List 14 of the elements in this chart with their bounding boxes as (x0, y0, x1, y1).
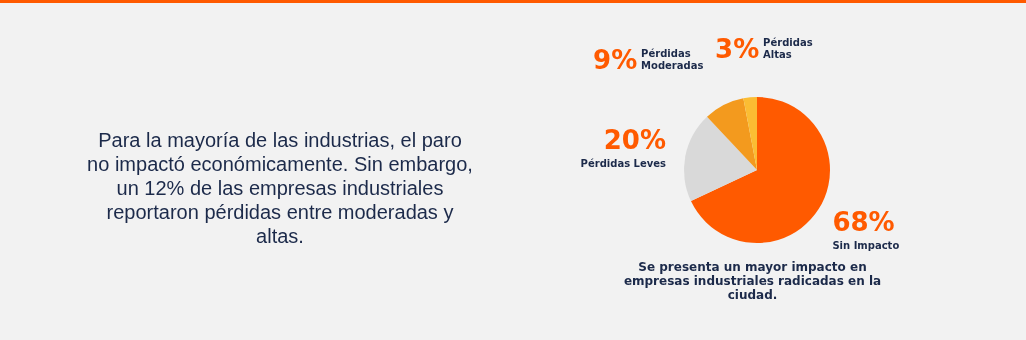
pie-slice (690, 97, 830, 243)
data-label: 20% (603, 124, 666, 155)
pie-slice (743, 97, 757, 170)
slice-label: Sin Impacto (832, 239, 900, 251)
data-label: 3% (715, 33, 760, 64)
text: Para la mayoría de las industrias, el paro no impactó económicamente. Sin embargo, un 12% de las empresas industriales reportaron pérdidas entre moderadas y altas. (86, 128, 474, 248)
text: Se presenta un mayor impacto en empresas industriales radicadas en la ciudad. (622, 260, 883, 302)
data-label: 68% (832, 206, 895, 237)
pie-slice (707, 98, 757, 170)
data-label: 9% (593, 45, 638, 76)
slice-label: Pérdidas Leves (580, 157, 667, 169)
pie-slice (684, 116, 757, 202)
slice-label: Pérdidas Moderadas (641, 48, 704, 72)
slice-label: Pérdidas Altas (763, 36, 813, 60)
